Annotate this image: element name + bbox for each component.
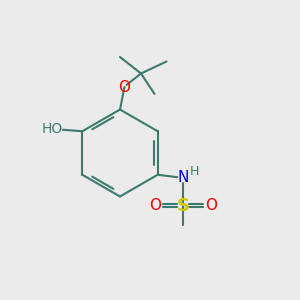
Text: HO: HO [42, 122, 63, 136]
Text: S: S [177, 197, 190, 215]
Text: O: O [149, 198, 161, 213]
Text: N: N [178, 170, 189, 184]
Text: H: H [190, 165, 199, 178]
Text: O: O [118, 80, 130, 94]
Text: O: O [205, 198, 217, 213]
